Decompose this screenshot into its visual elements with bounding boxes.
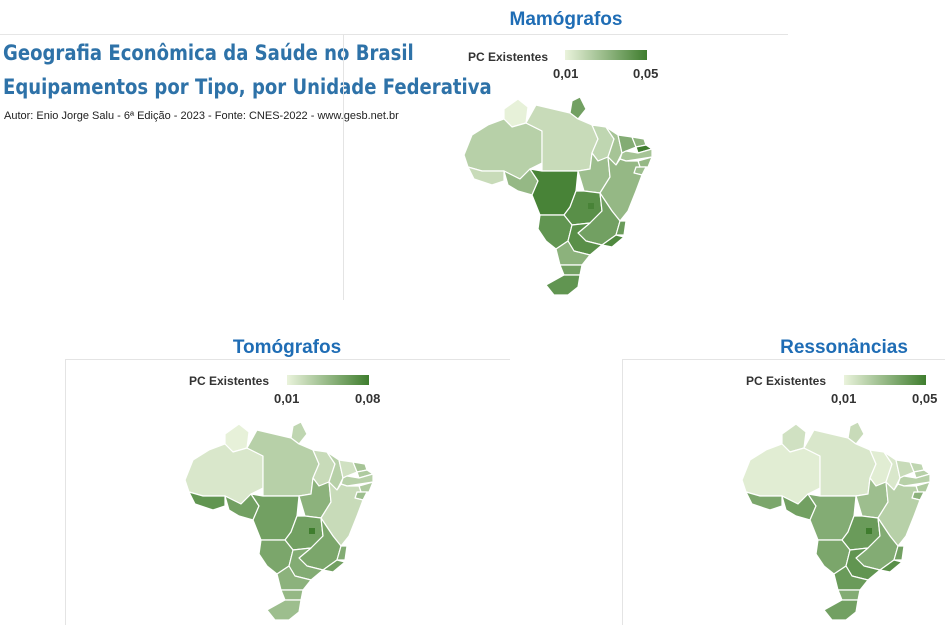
header-top-rule — [0, 34, 415, 35]
state-df — [588, 203, 594, 209]
choropleth-map — [463, 96, 653, 296]
legend-max: 0,05 — [633, 66, 659, 81]
legend-min: 0,01 — [274, 391, 300, 406]
legend-title: PC Existentes — [468, 50, 549, 64]
state-sc — [837, 589, 861, 601]
state-rj — [322, 559, 346, 573]
state-rs — [545, 274, 581, 296]
panel-frame — [65, 359, 66, 625]
map-title: Mamógrafos — [509, 9, 623, 30]
legend-color-scale — [287, 375, 369, 385]
page-title: Geografia Econômica da Saúde no Brasil — [3, 41, 414, 65]
state-rs — [266, 599, 302, 621]
legend-max: 0,05 — [912, 391, 938, 406]
legend-title: PC Existentes — [189, 374, 270, 388]
state-ce — [895, 459, 915, 479]
choropleth-map — [741, 421, 931, 621]
panel-frame — [343, 34, 344, 300]
legend-min: 0,01 — [553, 66, 579, 81]
state-ap — [290, 421, 308, 445]
state-es — [615, 220, 627, 236]
state-ce — [617, 134, 637, 154]
state-df — [309, 528, 315, 534]
state-df — [866, 528, 872, 534]
panel-frame — [622, 359, 945, 360]
state-ac — [188, 491, 226, 511]
state-es — [336, 545, 348, 561]
state-ce — [338, 459, 358, 479]
panel-frame — [65, 359, 510, 360]
legend-color-scale — [565, 50, 647, 60]
page-title-line-2: Equipamentos por Tipo, por Unidade Feder… — [3, 75, 492, 99]
state-es — [893, 545, 905, 561]
state-ac — [467, 166, 505, 186]
legend-max: 0,08 — [355, 391, 381, 406]
map-title: Tomógrafos — [232, 337, 342, 358]
choropleth-map — [184, 421, 374, 621]
state-ac — [745, 491, 783, 511]
legend-title: PC Existentes — [746, 374, 827, 388]
legend-color-scale — [844, 375, 926, 385]
state-rj — [879, 559, 903, 573]
panel-frame — [622, 359, 623, 625]
state-sc — [280, 589, 304, 601]
state-sc — [559, 264, 583, 276]
page-subtitle: Autor: Enio Jorge Salu - 6ª Edição - 202… — [4, 110, 399, 122]
map-title: Ressonâncias — [780, 337, 908, 358]
state-ap — [847, 421, 865, 445]
state-rj — [601, 234, 625, 248]
panel-frame — [343, 34, 788, 35]
legend-min: 0,01 — [831, 391, 857, 406]
state-ap — [569, 96, 587, 120]
state-rs — [823, 599, 859, 621]
